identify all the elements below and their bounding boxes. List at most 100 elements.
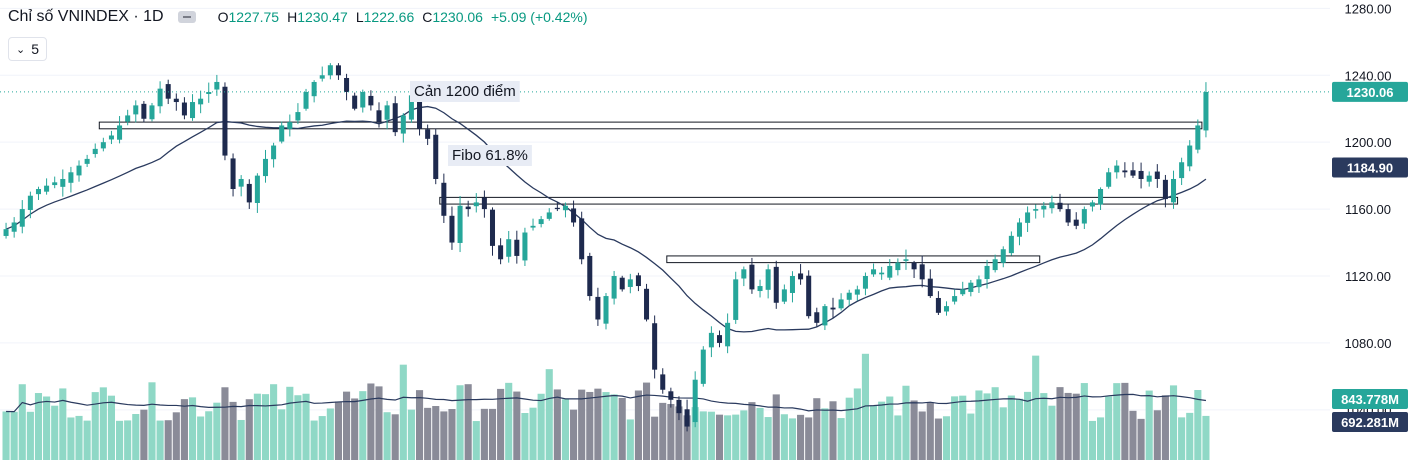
candle-body — [27, 195, 33, 210]
volume-value-label: 843.778M — [1341, 392, 1399, 407]
volume-bar — [197, 416, 205, 460]
volume-bar — [626, 419, 634, 460]
candle-body — [125, 115, 131, 122]
volume-bar — [651, 416, 659, 460]
candle-body — [165, 84, 171, 99]
candle-body — [887, 265, 893, 278]
candle-body — [716, 335, 723, 343]
candle-body — [627, 279, 633, 287]
candle-body — [806, 275, 812, 317]
candle-body — [1138, 170, 1144, 179]
ma-period-label: 5 — [31, 41, 40, 57]
candle-body — [781, 289, 787, 302]
candles — [3, 63, 1209, 432]
volume-bar — [59, 388, 67, 460]
candle-body — [433, 134, 439, 179]
volume-bar — [561, 399, 570, 460]
volume-bar — [699, 411, 707, 460]
volume-bar — [1048, 405, 1056, 460]
volume-bar — [578, 389, 586, 460]
candle-body — [960, 289, 966, 295]
volume-bar — [1153, 410, 1161, 460]
price-tick-label: 1160.00 — [1345, 202, 1391, 217]
candle-body — [789, 276, 795, 293]
volume-bar — [172, 412, 180, 460]
volume-bar — [34, 393, 43, 460]
annotation-bg — [448, 145, 532, 166]
volume-bar — [642, 382, 651, 460]
last-price-label-bg — [1332, 81, 1408, 102]
candle-body — [52, 182, 58, 186]
chevron-down-icon[interactable]: ⌄ — [16, 43, 26, 56]
price-tick-label: 1200.00 — [1345, 135, 1392, 150]
volume-bar — [270, 384, 278, 460]
candle-body — [984, 265, 990, 280]
candle-body — [400, 115, 406, 134]
volume-bar — [480, 408, 488, 460]
ma-study-chip[interactable]: ⌄ 5 — [8, 37, 48, 61]
volume-bar — [821, 408, 829, 460]
volume-bar — [51, 405, 59, 460]
volume-bar — [634, 390, 642, 460]
volume-bar — [2, 411, 10, 460]
volume-bar — [813, 398, 821, 460]
volume-ma-value-label: 692.281M — [1341, 415, 1399, 430]
candle-body — [943, 306, 950, 312]
volume-bar — [75, 415, 83, 460]
candle-body — [206, 92, 212, 94]
volume-bar — [1064, 392, 1072, 460]
volume-bar — [221, 387, 229, 460]
candle-body — [635, 275, 641, 287]
candle-body — [108, 135, 114, 140]
volume-bar — [1105, 396, 1113, 460]
annotation-text: Cản 1200 điểm — [414, 83, 516, 100]
volume-bar — [878, 401, 886, 460]
price-tick-label: 1240.00 — [1345, 68, 1392, 83]
volume-bar — [618, 397, 626, 460]
candle-body — [295, 112, 301, 121]
support-resistance-zones — [98, 121, 1203, 264]
volume-bar — [1015, 398, 1024, 460]
volume-bar — [797, 414, 805, 460]
candle-body — [814, 312, 820, 323]
volume-bar — [545, 369, 553, 460]
candle-body — [408, 95, 414, 120]
volume-bar — [829, 401, 837, 460]
candle-body — [1122, 170, 1128, 173]
candle-body — [254, 175, 260, 203]
volume-bar — [667, 403, 675, 460]
candle-body — [822, 306, 828, 326]
price-change: +5.09 (+0.42%) — [490, 9, 588, 25]
volume-bar — [659, 402, 667, 460]
volume-bar — [1161, 395, 1169, 460]
volume-bar — [440, 411, 448, 460]
eye-toggle-icon[interactable] — [177, 11, 196, 23]
candle-body — [652, 323, 658, 370]
candle-body — [1171, 178, 1177, 203]
ohlc-open: O1227.75 — [217, 9, 280, 25]
candle-body — [1195, 125, 1201, 150]
volume-bar — [294, 395, 302, 460]
volume-bar — [1088, 420, 1096, 460]
candle-body — [376, 110, 382, 123]
volume-bar — [610, 394, 618, 460]
candle-body — [708, 332, 714, 348]
candle-body — [749, 264, 755, 290]
candle-body — [335, 65, 341, 76]
candle-body — [862, 276, 868, 289]
volume-bar — [124, 420, 132, 460]
volume-bar — [213, 402, 221, 460]
candle-body — [676, 399, 682, 414]
candle-body — [741, 269, 747, 279]
candle-body — [692, 379, 698, 423]
volume-bar — [942, 416, 951, 460]
volume-bar — [910, 400, 918, 460]
volume-bar — [148, 382, 156, 460]
candle-body — [1106, 172, 1112, 187]
candle-body — [319, 75, 325, 79]
candle-body — [562, 205, 568, 211]
ma-value-label: 1184.90 — [1347, 160, 1393, 175]
candle-body — [368, 95, 374, 106]
